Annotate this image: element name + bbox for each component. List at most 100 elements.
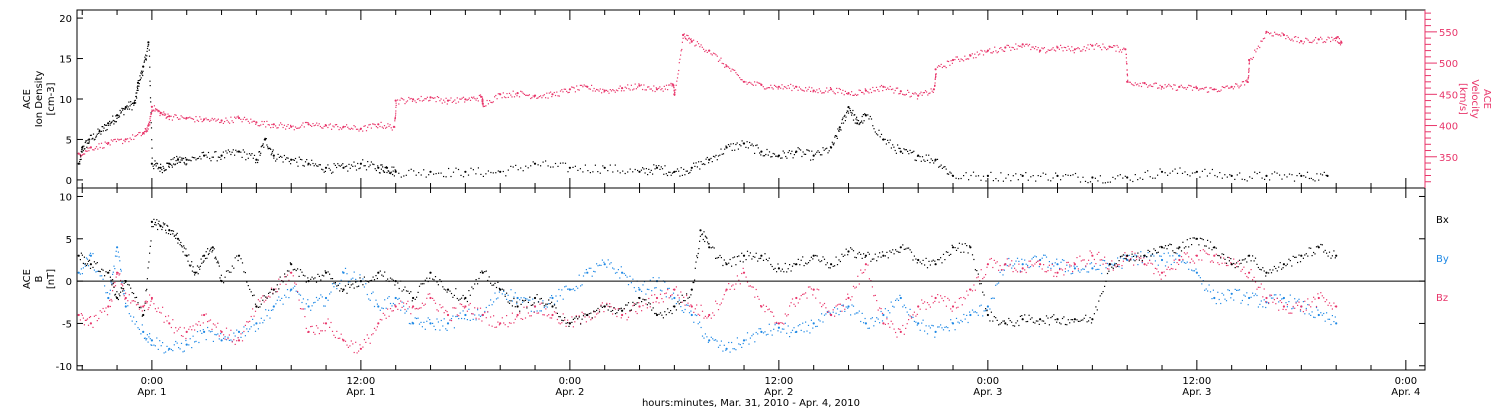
- bx-sample: [704, 240, 706, 243]
- bx-sample: [693, 281, 695, 284]
- velocity-sample: [551, 96, 553, 98]
- by-sample: [426, 320, 428, 322]
- bx-sample: [463, 298, 466, 300]
- velocity-sample: [849, 94, 851, 96]
- velocity-sample: [951, 62, 953, 64]
- density-sample: [665, 173, 667, 175]
- density-sample: [852, 119, 855, 121]
- by-sample: [797, 325, 799, 327]
- density-sample: [703, 163, 705, 165]
- velocity-sample: [145, 128, 147, 130]
- bz-sample: [578, 315, 580, 317]
- bx-sample: [191, 270, 193, 272]
- by-sample: [567, 288, 569, 290]
- by-sample: [1257, 306, 1259, 308]
- density-sample: [827, 152, 829, 154]
- bz-sample: [201, 314, 203, 316]
- velocity-sample: [945, 67, 947, 69]
- by-sample: [614, 272, 617, 274]
- bz-sample: [1294, 307, 1296, 309]
- density-sample: [1067, 174, 1069, 176]
- bx-sample: [712, 246, 714, 248]
- bx-point: [1195, 237, 1198, 240]
- velocity-sample: [181, 116, 183, 118]
- by-sample: [825, 313, 827, 315]
- by-sample: [754, 341, 756, 343]
- velocity-sample: [1127, 79, 1129, 81]
- velocity-sample: [710, 53, 712, 55]
- bx-sample: [940, 257, 942, 259]
- bz-sample: [89, 316, 92, 318]
- by-sample: [408, 322, 410, 325]
- velocity-point: [124, 138, 127, 141]
- bx-sample: [929, 264, 931, 266]
- bx-sample: [716, 257, 718, 259]
- velocity-sample: [319, 125, 321, 128]
- density-sample: [930, 158, 932, 160]
- bz-point: [1317, 296, 1320, 300]
- bx-point: [116, 296, 119, 300]
- by-sample: [710, 336, 712, 338]
- velocity-sample: [166, 116, 168, 119]
- by-sample: [1209, 291, 1212, 293]
- bz-sample: [331, 330, 334, 332]
- density-sample: [86, 146, 88, 148]
- bx-sample: [104, 275, 106, 277]
- bz-sample: [909, 315, 911, 317]
- by-sample: [182, 351, 184, 353]
- velocity-sample: [418, 98, 420, 100]
- bx-sample: [1254, 257, 1257, 259]
- velocity-point: [77, 152, 80, 155]
- density-sample: [940, 164, 942, 166]
- density-sample: [854, 122, 856, 124]
- bx-sample: [985, 308, 987, 310]
- density-sample: [716, 159, 718, 161]
- velocity-sample: [1206, 91, 1208, 93]
- density-sample: [151, 147, 153, 149]
- bz-sample: [394, 304, 396, 306]
- bx-sample: [629, 309, 631, 312]
- bx-sample: [121, 287, 123, 290]
- bx-point: [1248, 254, 1251, 257]
- density-sample: [1062, 175, 1064, 177]
- bz-sample: [1011, 260, 1013, 262]
- bz-point: [830, 313, 833, 317]
- by-sample: [265, 309, 267, 311]
- bx-sample: [1260, 269, 1262, 271]
- density-sample: [737, 148, 739, 150]
- density-sample: [306, 159, 308, 161]
- bz-sample: [208, 320, 210, 322]
- bx-sample: [793, 263, 795, 265]
- bx-sample: [555, 307, 557, 309]
- density-point: [429, 170, 432, 173]
- density-sample: [594, 164, 596, 166]
- bz-sample: [661, 298, 663, 300]
- bx-sample: [701, 233, 704, 235]
- velocity-tick-label: 350: [1439, 153, 1458, 164]
- density-sample: [803, 153, 805, 155]
- velocity-sample: [654, 90, 656, 93]
- by-sample: [1224, 298, 1226, 300]
- density-sample: [629, 168, 631, 170]
- density-sample: [155, 163, 157, 165]
- velocity-sample: [1256, 48, 1258, 50]
- bz-sample: [391, 310, 393, 312]
- bx-sample: [120, 287, 122, 289]
- bx-sample: [152, 226, 154, 228]
- bx-sample: [845, 248, 847, 250]
- by-sample: [1063, 259, 1065, 262]
- density-sample: [1174, 168, 1176, 170]
- bz-sample: [1089, 250, 1091, 252]
- density-sample: [91, 138, 93, 140]
- bz-sample: [1201, 259, 1203, 261]
- bx-sample: [1334, 257, 1336, 259]
- density-sample: [652, 173, 654, 175]
- density-sample: [338, 164, 340, 167]
- density-sample: [105, 129, 107, 132]
- bx-sample: [138, 306, 140, 308]
- velocity-sample: [441, 102, 443, 104]
- by-sample: [961, 321, 963, 323]
- velocity-sample: [339, 127, 341, 129]
- by-sample: [282, 303, 284, 305]
- by-sample: [979, 305, 981, 307]
